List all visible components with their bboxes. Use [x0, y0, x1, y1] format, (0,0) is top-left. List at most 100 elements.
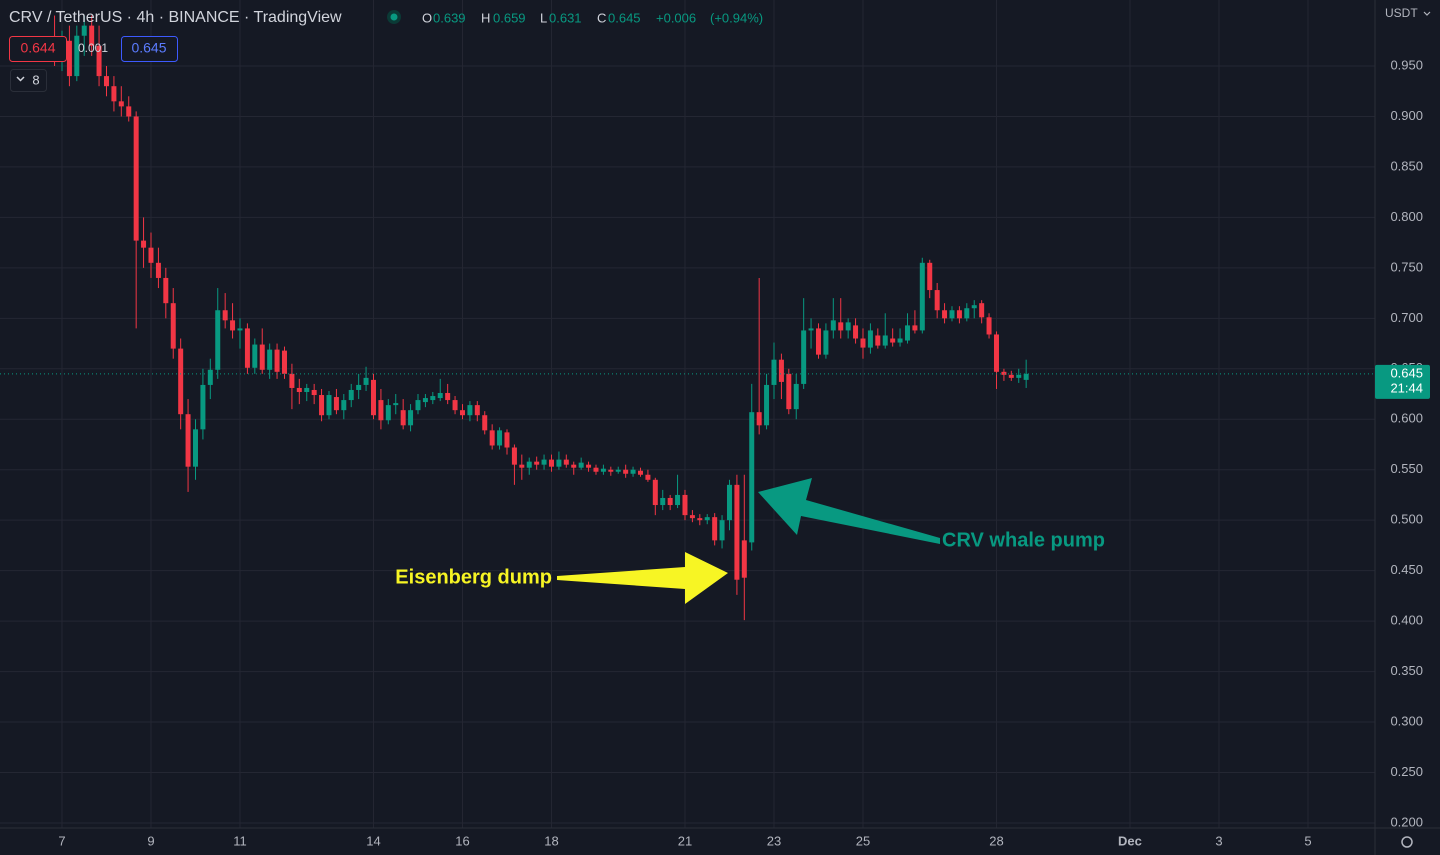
candle-body	[459, 410, 465, 416]
x-tick-label: 16	[455, 833, 469, 848]
candle-body	[148, 247, 154, 263]
ohlc-label: H	[481, 10, 490, 25]
candle-body	[378, 400, 384, 421]
candle-body	[497, 430, 503, 446]
plot-area	[0, 15, 1375, 621]
candle-body	[356, 384, 362, 390]
ohlc-label: L	[540, 10, 547, 25]
candle-body	[919, 262, 925, 331]
candle-body	[281, 350, 287, 374]
x-tick-label: 7	[58, 833, 65, 848]
candle-body	[489, 430, 495, 446]
candle-body	[993, 334, 999, 372]
ohlc-label: C	[597, 10, 606, 25]
symbol-title[interactable]: CRV / TetherUS · 4h · BINANCE · TradingV…	[9, 9, 342, 26]
x-tick-label: 25	[856, 833, 870, 848]
candle-body	[734, 484, 740, 580]
x-tick-label: 3	[1215, 833, 1222, 848]
x-tick-label: 21	[678, 833, 692, 848]
candle-body	[934, 290, 940, 311]
y-tick-label: 0.500	[1390, 512, 1423, 527]
candle-body	[296, 387, 302, 392]
y-tick-label: 0.900	[1390, 108, 1423, 123]
chevron	[16, 76, 25, 82]
settings-icon[interactable]	[1401, 836, 1413, 848]
candle-body	[430, 396, 436, 401]
candle-body	[207, 369, 213, 385]
candle-body	[615, 469, 621, 472]
candle-body	[823, 330, 829, 355]
candle-body	[163, 277, 169, 304]
spread: 0.001	[78, 41, 108, 55]
candle-body	[370, 379, 376, 416]
candle-body	[719, 520, 725, 541]
candle-body	[571, 464, 577, 468]
candle-body	[467, 405, 473, 416]
arrow	[557, 552, 728, 604]
candle-body	[363, 377, 369, 385]
candle-body	[244, 328, 250, 368]
x-tick-label: 28	[989, 833, 1003, 848]
indicators-toggle[interactable]	[10, 69, 47, 92]
chevron	[1423, 11, 1431, 16]
candle-body	[637, 470, 643, 475]
candle-body	[860, 338, 866, 348]
candle-body	[289, 373, 295, 388]
candle-body	[81, 25, 87, 36]
buy-button[interactable]	[121, 36, 178, 62]
candle-body	[853, 325, 859, 339]
candle-body	[904, 325, 910, 341]
candle-body	[979, 303, 985, 318]
candle-body	[712, 517, 718, 541]
candle-body	[726, 484, 732, 521]
candle-body	[215, 310, 221, 370]
candle-body	[942, 310, 948, 319]
y-tick-label: 0.350	[1390, 663, 1423, 678]
candle-body	[504, 432, 510, 448]
candle-body	[949, 310, 955, 319]
x-tick-label: 14	[366, 833, 380, 848]
candle-body	[875, 335, 881, 346]
candle-body	[170, 303, 176, 349]
candle-body	[771, 359, 777, 385]
candle-body	[756, 412, 762, 426]
candle-body	[764, 384, 770, 426]
candle-body	[103, 76, 109, 87]
x-tick-label: Dec	[1118, 833, 1142, 848]
x-tick-label: 11	[233, 833, 247, 848]
candle-body	[534, 461, 540, 465]
candle-body	[304, 387, 310, 392]
candle-body	[912, 325, 918, 331]
candle-body	[341, 400, 347, 411]
candle-body	[623, 469, 629, 474]
candle-body	[200, 384, 206, 430]
candle-body	[890, 338, 896, 343]
last-price-label: 0.645	[1390, 365, 1423, 380]
y-tick-label: 0.250	[1390, 764, 1423, 779]
candle-body	[541, 459, 547, 465]
candle-body	[133, 116, 139, 241]
candle-body	[141, 240, 147, 248]
candle-body	[185, 414, 191, 467]
y-tick-label: 0.200	[1390, 814, 1423, 829]
candle-body	[89, 25, 95, 46]
candle-body	[192, 429, 198, 467]
candle-body	[815, 328, 821, 355]
change: +0.006	[656, 10, 696, 25]
candle-body	[118, 101, 124, 107]
y-tick-label: 0.300	[1390, 713, 1423, 728]
candle-body	[652, 479, 658, 506]
axes: 0.200 0.250 0.300 0.350 0.400 0.450 0.500 0.550…	[58, 57, 1430, 848]
candle-body	[927, 262, 933, 291]
currency[interactable]: USDT	[1385, 6, 1418, 20]
candle-body	[882, 335, 888, 346]
sell-button[interactable]	[9, 36, 67, 62]
candle-body	[319, 395, 325, 416]
candle-body	[126, 106, 132, 117]
candle-body	[259, 344, 265, 370]
candle-body	[333, 397, 339, 411]
candle-body	[608, 469, 614, 472]
candle-body	[445, 393, 451, 401]
grid	[0, 0, 1375, 828]
